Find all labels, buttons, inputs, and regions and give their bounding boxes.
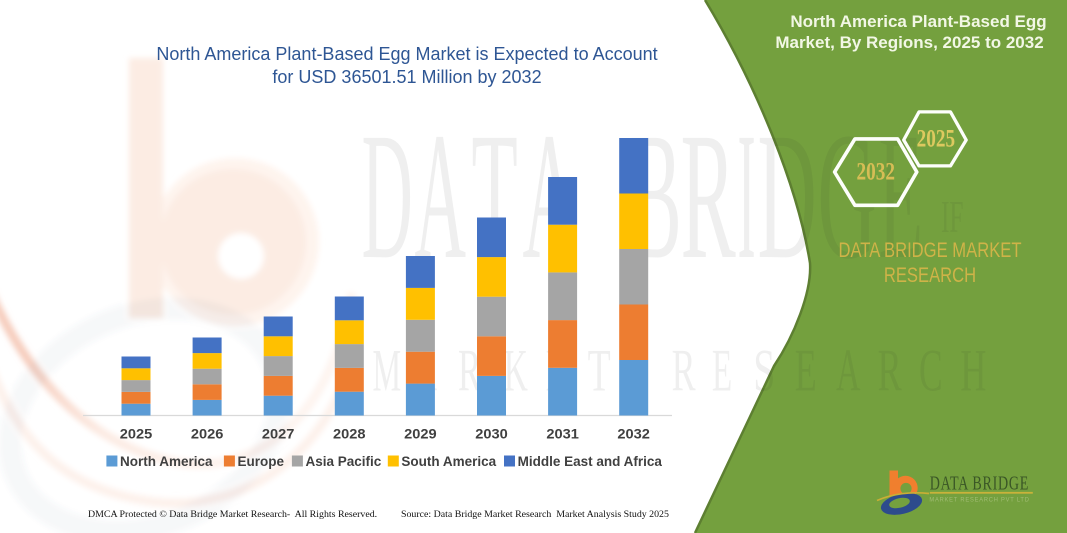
svg-text:R: R [878,337,902,404]
svg-text:R: R [458,337,481,404]
svg-text:E: E [879,94,923,296]
svg-text:2026: 2026 [191,427,224,442]
svg-text:E: E [795,337,817,404]
svg-text:A: A [836,337,860,404]
svg-text:MARKET RESEARCH PVT LTD: MARKET RESEARCH PVT LTD [929,497,1029,503]
svg-text:Europe: Europe [238,454,285,469]
svg-text:IF: IF [941,192,963,243]
svg-text:I: I [738,96,756,298]
svg-text:2029: 2029 [404,427,437,442]
svg-text:2025: 2025 [917,126,956,153]
svg-text:Asia Pacific: Asia Pacific [306,454,382,469]
svg-text:DATA BRIDGE: DATA BRIDGE [930,472,1029,494]
svg-text:South America: South America [401,454,496,469]
svg-text:North America: North America [120,454,213,469]
svg-text:K: K [504,337,528,404]
svg-text:M: M [373,338,402,404]
svg-text:R: R [681,95,737,297]
svg-text:C: C [919,337,943,404]
svg-text:2032: 2032 [856,158,895,185]
svg-text:T: T [588,337,611,404]
svg-text:R: R [672,337,696,404]
svg-text:H: H [960,337,986,404]
svg-text:2028: 2028 [333,427,366,442]
svg-text:D: D [362,95,413,297]
svg-text:2027: 2027 [262,427,295,442]
svg-text:2030: 2030 [475,427,508,442]
svg-text:E: E [712,339,732,405]
svg-text:2032: 2032 [617,427,650,442]
svg-text:S: S [753,337,775,403]
svg-text:D: D [758,95,817,297]
svg-text:2031: 2031 [546,427,579,442]
svg-text:Middle East and Africa: Middle East and Africa [518,454,663,469]
svg-text:2025: 2025 [120,427,153,442]
